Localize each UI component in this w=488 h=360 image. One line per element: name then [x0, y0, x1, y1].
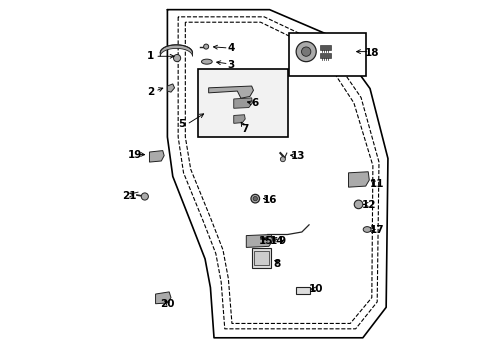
Text: 15: 15 — [258, 236, 273, 246]
Text: 1: 1 — [146, 51, 154, 61]
Text: 4: 4 — [227, 43, 234, 53]
Circle shape — [173, 54, 180, 62]
Polygon shape — [319, 53, 330, 58]
Ellipse shape — [363, 226, 370, 232]
Circle shape — [353, 200, 362, 209]
Text: 11: 11 — [369, 179, 384, 189]
Text: 20: 20 — [160, 299, 174, 309]
Text: 6: 6 — [251, 98, 258, 108]
Text: 13: 13 — [290, 150, 304, 161]
Bar — [251, 248, 271, 268]
Polygon shape — [160, 45, 192, 56]
Polygon shape — [155, 292, 171, 304]
Polygon shape — [167, 84, 174, 92]
Polygon shape — [319, 45, 330, 50]
Text: 7: 7 — [240, 124, 248, 134]
Text: 21: 21 — [122, 191, 136, 201]
Ellipse shape — [201, 59, 212, 64]
Text: 17: 17 — [369, 225, 384, 235]
Circle shape — [296, 41, 316, 62]
Bar — [289, 33, 366, 76]
Text: 14: 14 — [269, 236, 284, 246]
Text: 12: 12 — [361, 200, 376, 210]
Text: 5: 5 — [178, 120, 185, 129]
Bar — [296, 287, 309, 294]
Circle shape — [253, 197, 257, 201]
Circle shape — [280, 157, 285, 162]
Circle shape — [301, 47, 310, 56]
Bar — [198, 69, 287, 137]
Polygon shape — [233, 98, 252, 108]
Text: 10: 10 — [308, 284, 323, 294]
Text: 3: 3 — [227, 60, 234, 70]
Bar — [254, 251, 268, 265]
Text: 2: 2 — [146, 87, 154, 97]
Polygon shape — [348, 172, 368, 187]
Polygon shape — [208, 86, 253, 98]
Circle shape — [141, 193, 148, 200]
Polygon shape — [149, 150, 164, 162]
Text: 16: 16 — [262, 195, 276, 205]
Text: 9: 9 — [278, 236, 285, 246]
Polygon shape — [233, 115, 244, 123]
Text: 18: 18 — [364, 48, 378, 58]
Text: 8: 8 — [273, 259, 280, 269]
Circle shape — [203, 44, 208, 49]
Polygon shape — [246, 234, 272, 247]
Circle shape — [250, 194, 259, 203]
Text: 19: 19 — [128, 150, 142, 160]
